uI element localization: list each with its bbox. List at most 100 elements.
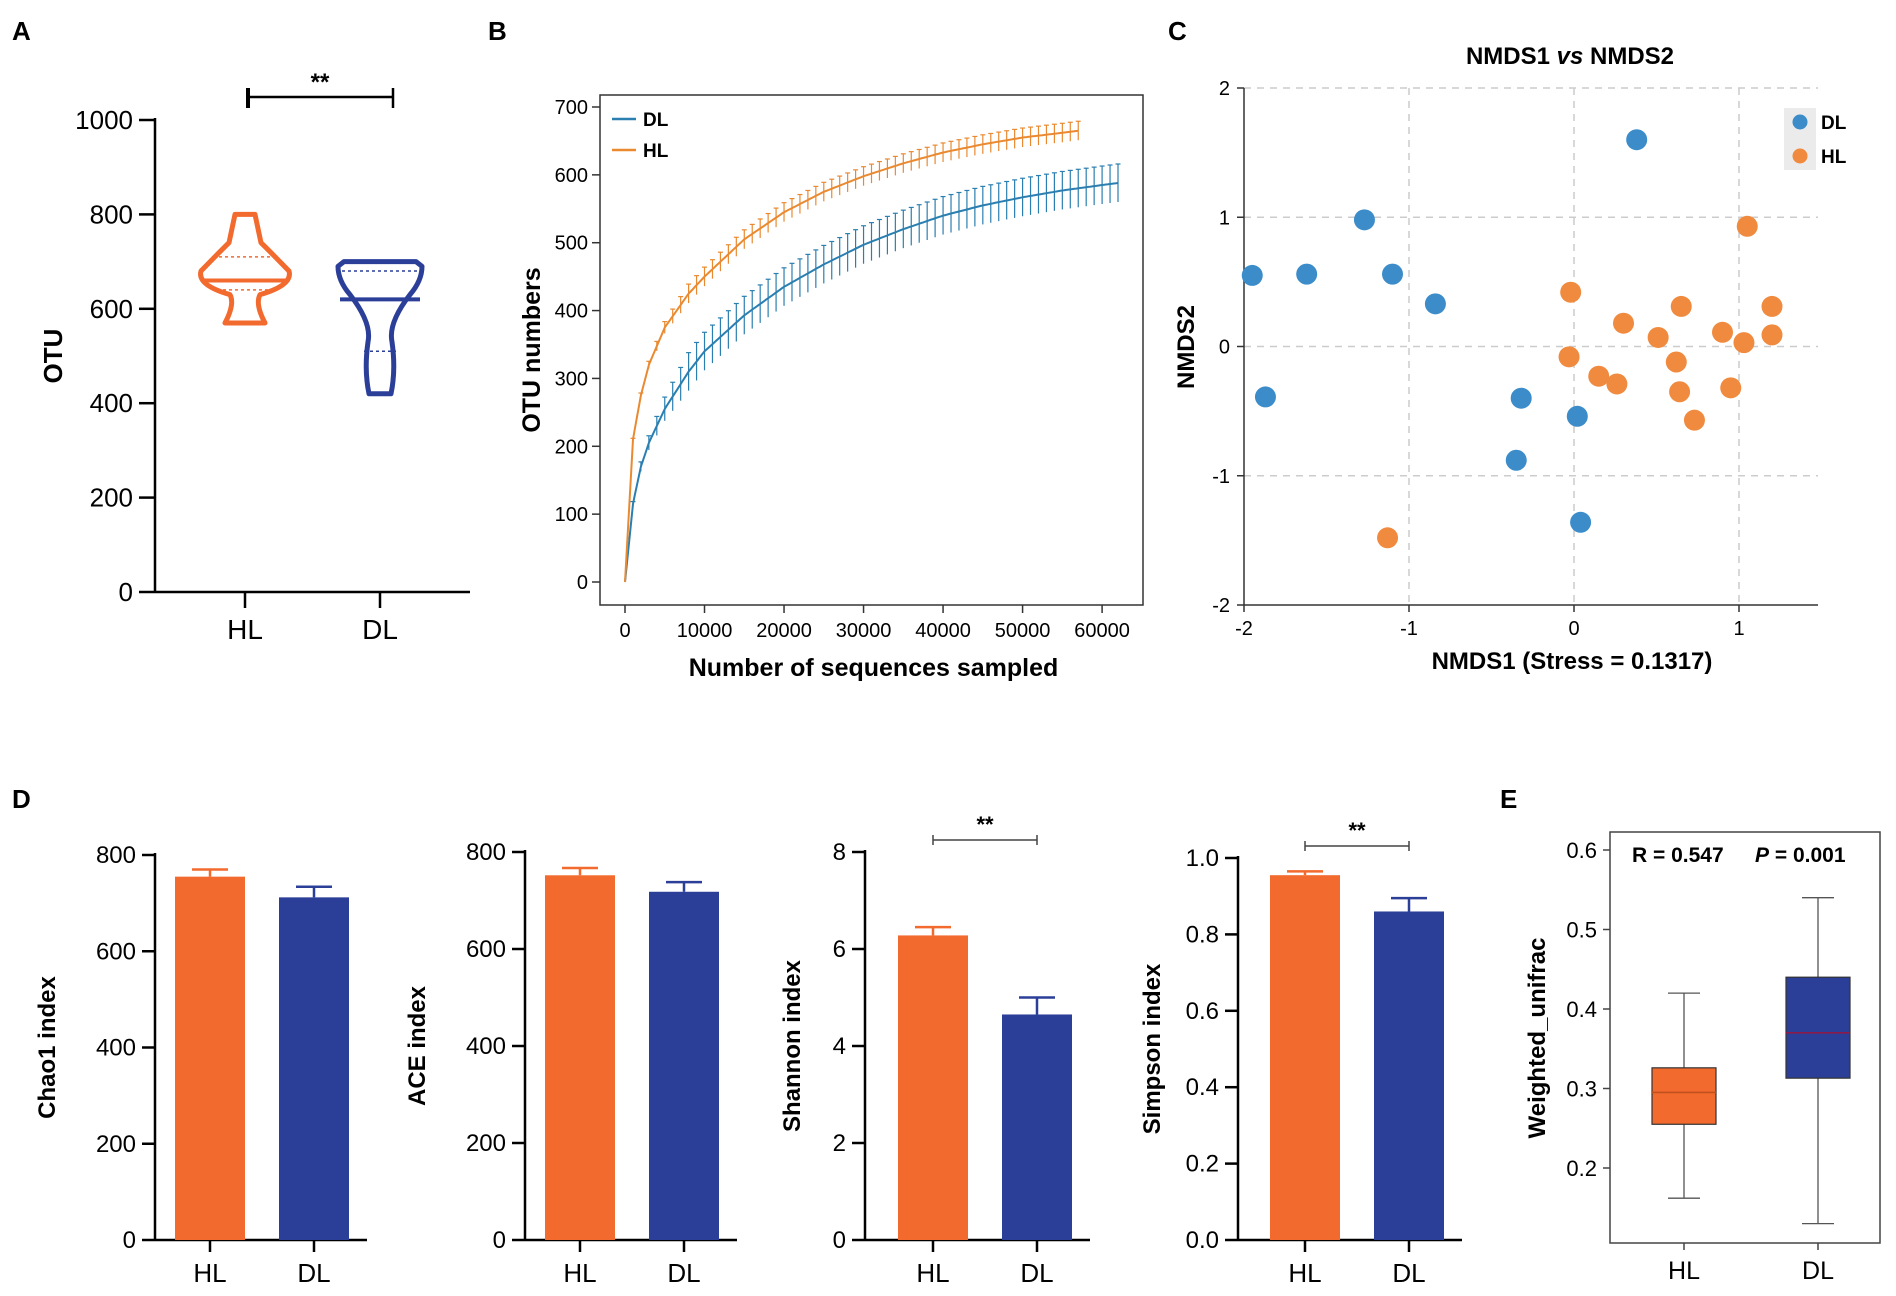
y-tick-label: 400 (96, 1035, 136, 1062)
y-axis-label: Weighted_unifrac (1524, 938, 1551, 1139)
title-part: NMDS1 (1466, 43, 1557, 70)
point-hl (1683, 409, 1705, 431)
plot-frame (1609, 831, 1881, 1244)
y-tick-label: 700 (555, 97, 588, 119)
point-hl (1669, 381, 1691, 403)
title-part: NMDS2 (1583, 43, 1674, 70)
static-layer: A B C D E (12, 16, 1517, 814)
point-dl (1566, 405, 1588, 427)
x-tick-label: 1 (1733, 618, 1744, 640)
box-dl (1785, 976, 1851, 1079)
y-tick-label: 0.3 (1566, 1077, 1597, 1102)
bar-hl (545, 875, 615, 1240)
point-hl (1761, 324, 1783, 346)
x-tick-label: HL (193, 1258, 226, 1288)
legend-label-dl: DL (1821, 113, 1847, 134)
y-tick-label: 0.2 (1566, 1156, 1597, 1181)
series-line-hl (624, 129, 1079, 583)
point-dl (1424, 293, 1446, 315)
point-dl (1296, 263, 1318, 285)
bar-hl (175, 876, 245, 1240)
series-line-dl (624, 182, 1119, 583)
legend-swatch-dl (1792, 114, 1808, 130)
legend-swatch-hl (1792, 148, 1808, 164)
y-tick-label: 0.8 (1186, 921, 1219, 948)
point-hl (1606, 373, 1628, 395)
point-hl (1647, 326, 1669, 348)
x-tick-label: DL (667, 1258, 700, 1288)
x-tick-label: -2 (1235, 618, 1253, 640)
x-axis-label: NMDS1 (Stress = 0.1317) (1432, 648, 1713, 675)
legend-label-hl: HL (1821, 147, 1847, 168)
plot-frame (599, 94, 1144, 606)
x-tick-label: 60000 (1074, 620, 1130, 642)
bar-dl (649, 891, 719, 1240)
y-tick-label: 0.6 (1566, 838, 1597, 863)
box-hl (1651, 1067, 1717, 1125)
y-tick-label: 0 (577, 572, 588, 594)
y-tick-label: 1 (1219, 207, 1230, 229)
x-tick-label: HL (1288, 1258, 1321, 1288)
legend-label-hl: HL (643, 141, 669, 162)
y-axis-label: ACE index (404, 985, 431, 1106)
y-tick-label: 0.5 (1566, 918, 1597, 943)
panel-label-d: D (12, 784, 31, 814)
y-tick-label: 200 (96, 1131, 136, 1158)
y-tick-label: 1000 (75, 105, 133, 135)
point-dl (1570, 511, 1592, 533)
y-tick-label: 0.4 (1186, 1074, 1219, 1101)
point-hl (1712, 321, 1733, 343)
stat-p-value: = 0.001 (1769, 844, 1846, 867)
panel-c-nmds: NMDS1 vs NMDS2 -2 -1 0 1 2 -2 -1 0 1 NMDS1 (Stress… (1173, 43, 1847, 675)
panel-label-c: C (1168, 16, 1187, 46)
y-tick-label: 800 (466, 839, 506, 866)
sig-label: ** (311, 69, 330, 96)
point-hl (1761, 295, 1783, 317)
y-tick-label: 100 (555, 504, 588, 526)
y-tick-label: 400 (466, 1033, 506, 1060)
x-tick-label: HL (563, 1258, 596, 1288)
x-tick-label: DL (297, 1258, 330, 1288)
y-tick-label: 2 (1219, 78, 1230, 100)
violin-dl (335, 259, 425, 397)
y-axis-label: OTU (38, 329, 68, 384)
x-tick-label: -1 (1400, 618, 1418, 640)
y-tick-label: 1.0 (1186, 845, 1219, 872)
point-hl (1720, 377, 1742, 399)
point-dl (1254, 386, 1276, 408)
sig-label: ** (1348, 818, 1366, 843)
y-tick-label: 0 (123, 1227, 136, 1254)
y-tick-label: 0 (493, 1227, 506, 1254)
panel-label-b: B (488, 16, 507, 46)
point-dl (1626, 129, 1648, 151)
x-tick-label: DL (362, 614, 398, 645)
y-tick-label: 8 (833, 839, 846, 866)
point-dl (1382, 263, 1403, 285)
y-tick-label: 400 (90, 388, 133, 418)
y-tick-label: 0 (1219, 337, 1230, 359)
y-tick-label: -2 (1212, 595, 1230, 617)
x-tick-label: HL (916, 1258, 949, 1288)
y-tick-label: 0.2 (1186, 1151, 1219, 1178)
panel-e-boxplot: 0.2 0.3 0.4 0.5 0.6 Weighted_unifrac HL DL R = 0… (1524, 831, 1881, 1285)
panel-label-a: A (12, 16, 31, 46)
x-axis-label: Number of sequences sampled (689, 654, 1059, 682)
panel-b-rarefaction: 0 100 200 300 400 500 600 700 0 10000 20000 30000 40… (518, 94, 1144, 682)
y-tick-label: -1 (1212, 466, 1230, 488)
point-dl (1353, 209, 1375, 231)
y-tick-label: 500 (555, 233, 588, 255)
y-axis-label: NMDS2 (1173, 305, 1200, 389)
y-tick-label: 600 (555, 165, 588, 187)
legend-label-dl: DL (643, 110, 669, 131)
x-tick-label: DL (1020, 1258, 1053, 1288)
panel-a-violin: 0 200 400 600 800 1000 OTU HL DL ** (38, 69, 470, 645)
point-hl (1558, 346, 1580, 368)
x-tick-label: 20000 (756, 620, 812, 642)
bar-hl (1270, 875, 1340, 1240)
x-tick-label: HL (1668, 1257, 1700, 1285)
y-axis-label: Shannon index (779, 959, 806, 1132)
panel-label-e: E (1500, 784, 1517, 814)
y-tick-label: 800 (96, 842, 136, 869)
